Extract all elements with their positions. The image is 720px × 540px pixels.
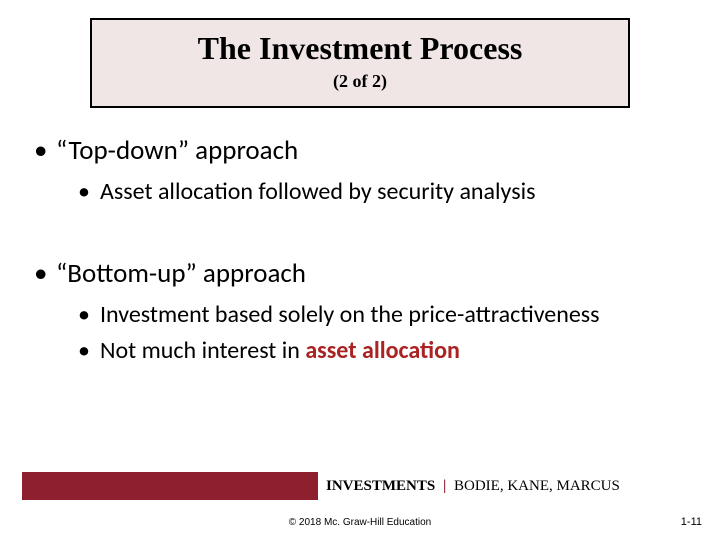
slide-subtitle: (2 of 2) [92, 71, 628, 92]
title-box: The Investment Process (2 of 2) [90, 18, 630, 108]
slide: The Investment Process (2 of 2) • “Top-d… [0, 0, 720, 540]
bullet-icon: • [34, 257, 47, 290]
bullet-text: “Top-down” approach [56, 134, 298, 167]
copyright-text: © 2018 Mc. Graw-Hill Education [0, 517, 720, 528]
footer-authors: BODIE, KANE, MARCUS [454, 478, 620, 494]
bullet-level2: • Investment based solely on the price-a… [30, 300, 690, 330]
bullet-text-emphasis: asset allocation [305, 336, 460, 365]
bullet-icon: • [78, 177, 90, 207]
footer-bar: INVESTMENTS | BODIE, KANE, MARCUS [22, 472, 698, 500]
bullet-text-pre: Not much interest in [100, 336, 305, 365]
bullet-icon: • [78, 300, 90, 330]
bullet-icon: • [78, 336, 90, 366]
slide-title: The Investment Process [92, 30, 628, 67]
bullet-level2: • Not much interest in asset allocation [30, 336, 690, 366]
bullet-level2: • Asset allocation followed by security … [30, 177, 690, 207]
footer-investments: INVESTMENTS [326, 478, 435, 494]
pipe-icon: | [443, 478, 446, 494]
bullet-icon: • [34, 134, 47, 167]
bullet-text: Asset allocation followed by security an… [100, 177, 535, 206]
bullet-level1: • “Top-down” approach [30, 134, 690, 167]
footer-brand-box: INVESTMENTS | BODIE, KANE, MARCUS [318, 472, 698, 500]
footer-brand-text: INVESTMENTS | BODIE, KANE, MARCUS [326, 478, 620, 495]
spacer [30, 213, 690, 257]
bullet-text: Investment based solely on the price-att… [100, 300, 600, 329]
bullet-level1: • “Bottom-up” approach [30, 257, 690, 290]
content-area: • “Top-down” approach • Asset allocation… [30, 134, 690, 372]
bullet-text: “Bottom-up” approach [56, 257, 306, 290]
page-number: 1-11 [681, 516, 702, 528]
